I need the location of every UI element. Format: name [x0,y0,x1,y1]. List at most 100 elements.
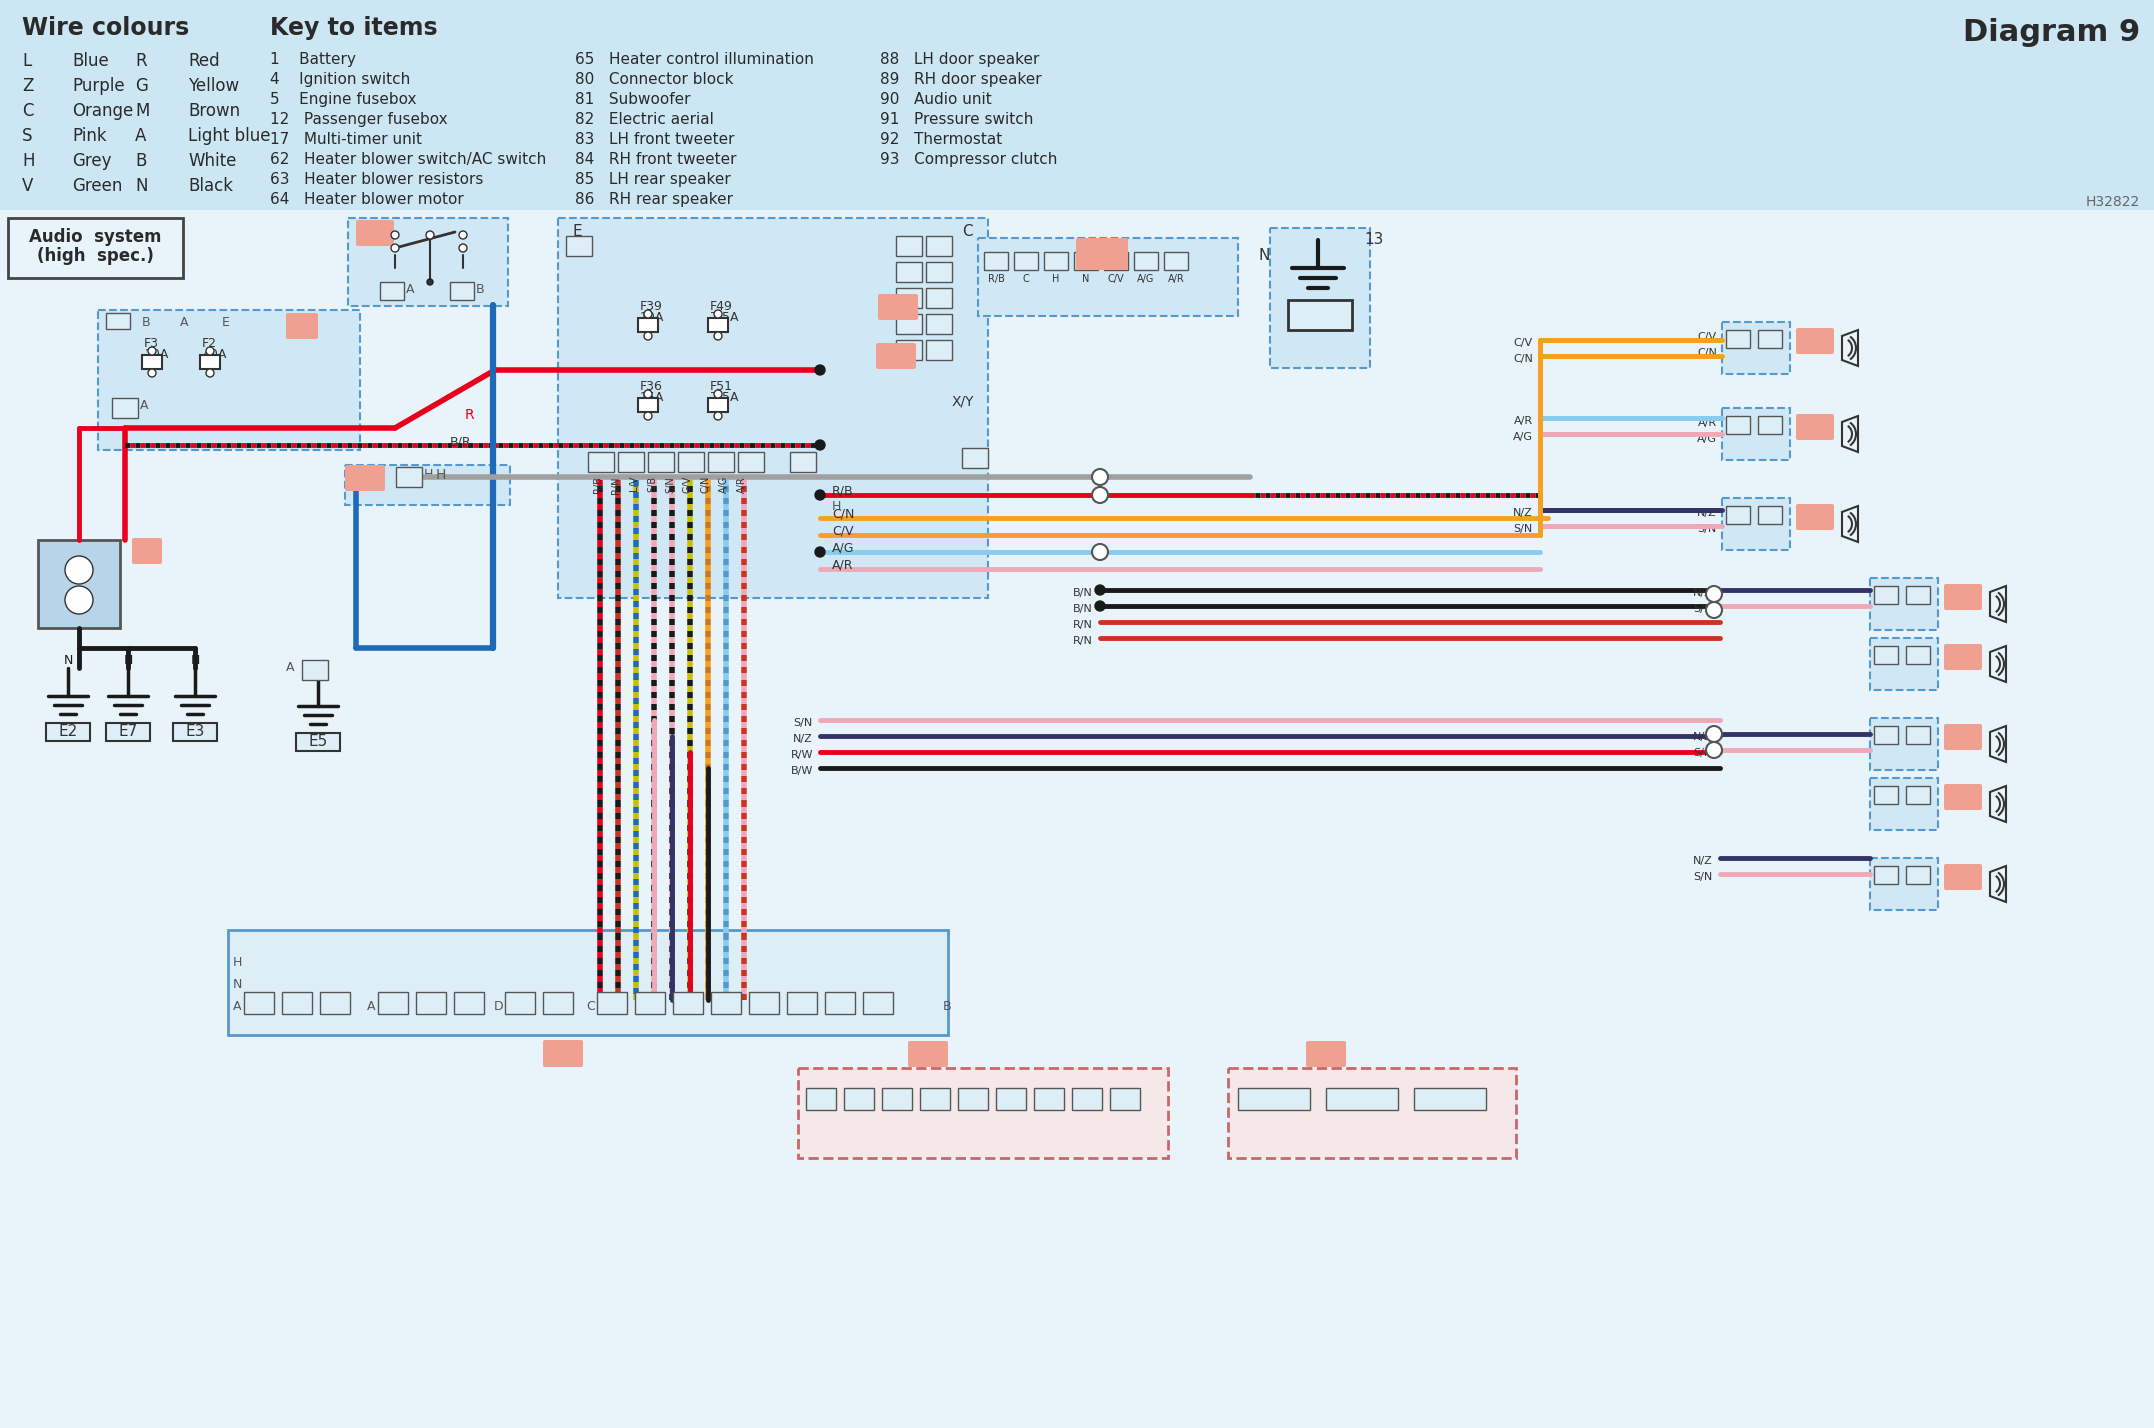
Bar [200,356,220,368]
Circle shape [1706,725,1721,743]
FancyBboxPatch shape [131,538,162,564]
Text: 3: 3 [993,253,999,266]
Text: D: D [493,1000,504,1012]
Bar [1870,578,1939,630]
FancyBboxPatch shape [1945,584,1982,610]
Bar [1725,416,1749,434]
Text: 3: 3 [1045,1090,1053,1102]
Text: 1: 1 [1915,727,1921,740]
FancyBboxPatch shape [1305,1041,1346,1067]
Text: R/W: R/W [791,750,812,760]
Text: 80   Connector block: 80 Connector block [575,71,735,87]
Text: A: A [233,1000,241,1012]
Text: R/B: R/B [592,476,603,493]
Bar [454,992,485,1014]
Bar [1721,321,1790,374]
Circle shape [1706,585,1721,603]
Text: 8: 8 [254,992,263,1005]
Circle shape [713,390,722,398]
Text: Pink: Pink [71,127,108,146]
Text: 6: 6 [332,992,338,1005]
FancyBboxPatch shape [1945,724,1982,750]
Text: 88   LH door speaker: 88 LH door speaker [881,51,1040,67]
Text: A/G: A/G [1137,274,1155,284]
Bar [1870,778,1939,830]
Text: 5: 5 [894,1090,900,1102]
Bar [1758,416,1781,434]
Text: A: A [575,237,584,250]
Bar [711,992,741,1014]
Text: 12   Passenger fusebox: 12 Passenger fusebox [269,111,448,127]
Text: 8: 8 [1021,253,1030,266]
Text: 83: 83 [1803,508,1827,526]
Text: 7.5A: 7.5A [711,311,739,324]
Text: R: R [136,51,146,70]
Text: H32822: H32822 [2085,196,2141,208]
Bar [228,930,948,1035]
Bar [1874,725,1898,744]
Circle shape [814,366,825,376]
Text: 17: 17 [713,453,728,466]
Text: 80: 80 [915,1045,939,1062]
Text: 4: 4 [368,224,381,241]
Text: 89: 89 [1952,868,1975,885]
Text: R/N: R/N [612,476,620,494]
Bar [896,261,922,281]
Text: 2: 2 [554,992,562,1005]
Bar [302,660,327,680]
Bar [106,723,151,741]
Bar [112,398,138,418]
Text: 5: 5 [836,992,844,1005]
Text: 1: 1 [685,992,691,1005]
Text: S/N: S/N [1693,873,1712,883]
Circle shape [65,585,93,614]
Text: 8: 8 [969,1090,978,1102]
Text: S/N: S/N [1697,524,1717,534]
Text: A: A [181,316,190,328]
Text: S/N: S/N [1693,748,1712,758]
Bar [597,992,627,1014]
Bar [282,992,312,1014]
Text: 2: 2 [1734,331,1743,344]
Text: 18: 18 [931,237,948,250]
Text: Orange: Orange [71,101,134,120]
Text: 84: 84 [1952,788,1975,805]
Text: 15: 15 [900,341,918,354]
Bar [1228,1068,1516,1158]
Bar [896,288,922,308]
Text: C: C [586,1000,595,1012]
Bar [679,453,704,473]
Bar [995,1088,1025,1110]
Text: 86   RH rear speaker: 86 RH rear speaker [575,191,732,207]
Bar [881,1088,911,1110]
Text: A: A [136,127,146,146]
Bar [1725,330,1749,348]
Text: 64   Heater blower motor: 64 Heater blower motor [269,191,463,207]
Text: 5: 5 [295,317,308,336]
Bar [1721,408,1790,460]
Text: B: B [142,316,151,328]
Text: 9: 9 [935,263,943,276]
Text: 8: 8 [607,992,616,1005]
Bar [1870,638,1939,690]
Circle shape [392,231,398,238]
Bar [1271,228,1370,368]
Bar [672,992,702,1014]
Text: 83   LH front tweeter: 83 LH front tweeter [575,131,735,147]
Text: 7: 7 [935,288,943,301]
Bar [1045,251,1068,270]
Text: H: H [233,955,243,970]
Text: Audio  system: Audio system [28,228,162,246]
Text: 5    Engine fusebox: 5 Engine fusebox [269,91,416,107]
FancyBboxPatch shape [1796,414,1833,440]
Bar [896,236,922,256]
Text: 4    Ignition switch: 4 Ignition switch [269,71,409,87]
Text: 1: 1 [405,468,414,481]
FancyBboxPatch shape [286,313,319,338]
Text: F2: F2 [202,337,218,350]
Text: N: N [123,654,134,667]
Bar [1906,585,1930,604]
Text: A/G: A/G [719,476,728,494]
Bar [0,210,2154,1428]
Text: 12: 12 [743,453,758,466]
